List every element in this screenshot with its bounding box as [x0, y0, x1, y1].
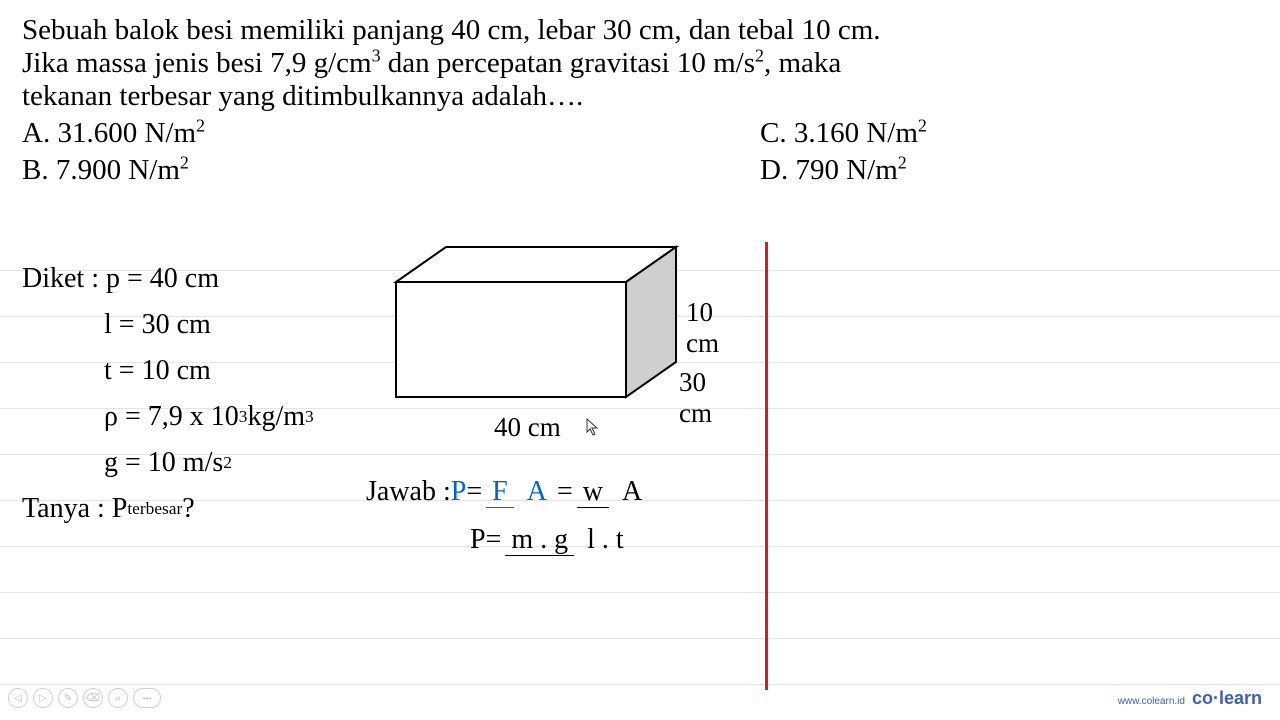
- answer-row-1: A. 31.600 N/m2 C. 3.160 N/m2: [22, 117, 1252, 150]
- cuboid-label-depth: 30 cm: [679, 367, 712, 429]
- problem-text: Sebuah balok besi memiliki panjang 40 cm…: [22, 14, 1252, 187]
- cuboid-svg: [386, 242, 686, 422]
- answer-d: D. 790 N/m2: [760, 154, 1252, 187]
- problem-line1: Sebuah balok besi memiliki panjang 40 cm…: [22, 14, 1252, 47]
- brand-logo: co·learn: [1192, 688, 1262, 709]
- answer-b: B. 7.900 N/m2: [22, 154, 637, 187]
- diket-block: Diket : p = 40 cm l = 30 cm t = 10 cm ρ …: [22, 256, 314, 532]
- problem-line2: Jika massa jenis besi 7,9 g/cm3 dan perc…: [22, 47, 1252, 80]
- footer-brand: www.colearn.id co·learn: [1118, 688, 1262, 709]
- fraction-mg-over-lt: m . g l . t: [505, 524, 629, 556]
- cuboid-label-height: 10 cm: [686, 297, 719, 359]
- jawab-eq1: Jawab : P = F A = w A: [366, 476, 652, 508]
- diket-t: t = 10 cm: [22, 348, 314, 394]
- answer-a: A. 31.600 N/m2: [22, 117, 637, 150]
- prev-icon[interactable]: ◁: [8, 688, 28, 708]
- answer-row-2: B. 7.900 N/m2 D. 790 N/m2: [22, 154, 1252, 187]
- fraction-F-over-A: F A: [486, 476, 553, 508]
- diket-p: Diket : p = 40 cm: [22, 256, 314, 302]
- cuboid-diagram: 10 cm 30 cm 40 cm: [386, 242, 706, 442]
- cuboid-label-width: 40 cm: [494, 412, 561, 443]
- jawab-eq2: P = m . g l . t: [366, 524, 652, 556]
- brand-url: www.colearn.id: [1118, 696, 1185, 707]
- pen-icon[interactable]: ✎: [58, 688, 78, 708]
- footer-controls: ◁ ▷ ✎ ⌫ ⌕ •••: [8, 688, 161, 708]
- work-area: Diket : p = 40 cm l = 30 cm t = 10 cm ρ …: [22, 242, 1252, 680]
- diket-rho: ρ = 7,9 x 103 kg/m3: [22, 394, 314, 440]
- fraction-w-over-A: w A: [577, 476, 648, 508]
- cursor-icon: [586, 418, 600, 441]
- answer-c: C. 3.160 N/m2: [760, 117, 1252, 150]
- next-icon[interactable]: ▷: [33, 688, 53, 708]
- more-icon[interactable]: •••: [133, 688, 161, 708]
- diket-l: l = 30 cm: [22, 302, 314, 348]
- footer: ◁ ▷ ✎ ⌫ ⌕ ••• www.colearn.id co·learn: [0, 684, 1280, 712]
- tanya: Tanya : Pterbesar ?: [22, 486, 314, 532]
- diket-g: g = 10 m/s2: [22, 440, 314, 486]
- zoom-icon[interactable]: ⌕: [108, 688, 128, 708]
- jawab-block: Jawab : P = F A = w A P = m . g l . t: [366, 476, 652, 572]
- problem-line3: tekanan terbesar yang ditimbulkannya ada…: [22, 80, 1252, 113]
- eraser-icon[interactable]: ⌫: [83, 688, 103, 708]
